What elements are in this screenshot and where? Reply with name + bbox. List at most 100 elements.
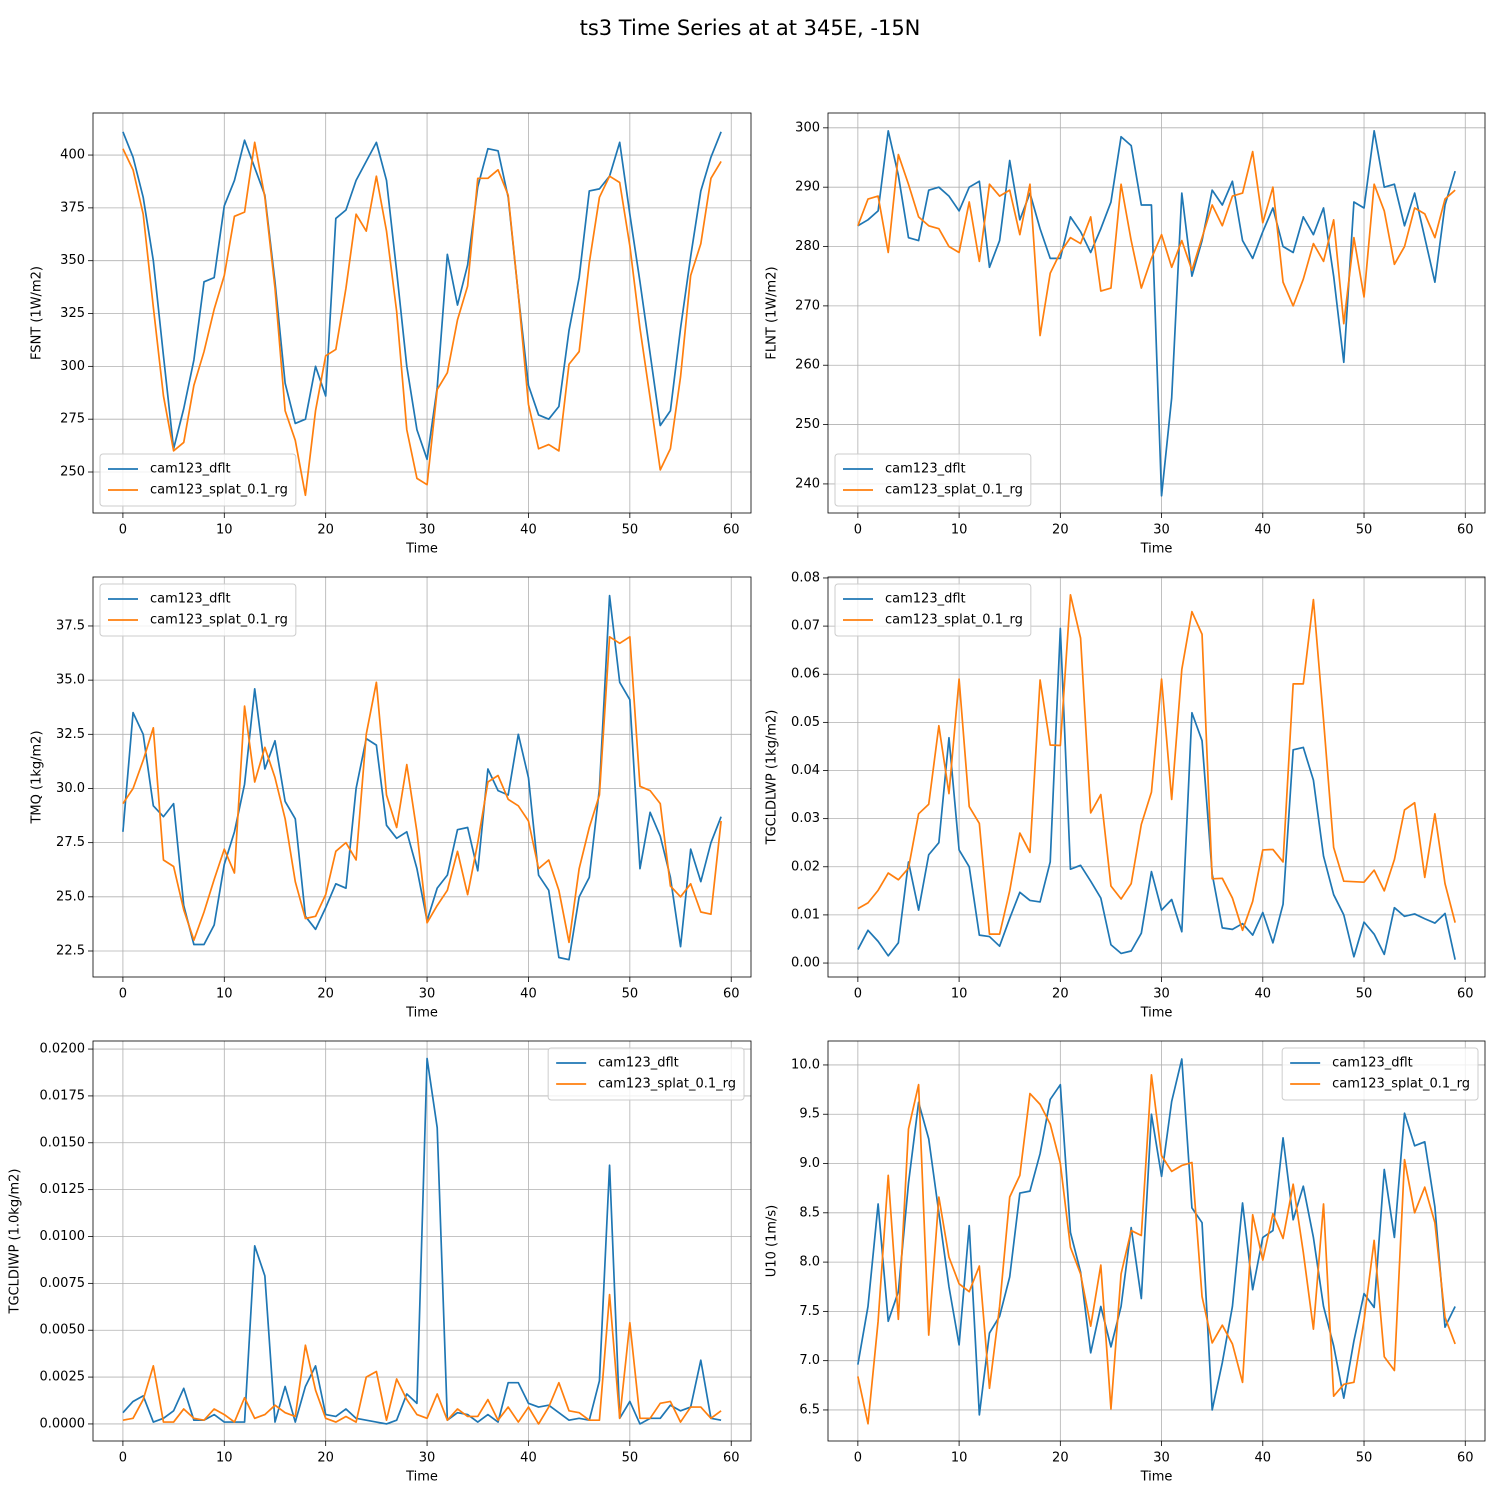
- x-axis-label: Time: [405, 1470, 438, 1485]
- y-tick-label: 280: [795, 239, 820, 254]
- y-tick-label: 375: [60, 200, 85, 215]
- y-tick-label: 25.0: [56, 889, 85, 904]
- legend: cam123_dflt cam123_splat_0.1_rg: [99, 583, 297, 637]
- legend-label: cam123_dflt: [150, 592, 231, 607]
- legend: cam123_dflt cam123_splat_0.1_rg: [547, 1047, 745, 1101]
- y-tick-label: 0.0075: [40, 1276, 86, 1291]
- y-tick-label: 35.0: [56, 673, 85, 688]
- legend-label: cam123_dflt: [885, 462, 966, 477]
- legend: cam123_dflt cam123_splat_0.1_rg: [1281, 1047, 1479, 1101]
- y-tick-label: 300: [795, 120, 820, 135]
- legend-label: cam123_splat_0.1_rg: [150, 613, 288, 628]
- y-axis-label: U10 (1m/s): [765, 1205, 780, 1277]
- data-line: [857, 129, 1456, 497]
- data-line: [857, 1058, 1456, 1416]
- x-tick-label: 30: [419, 987, 436, 1002]
- legend-box: [834, 453, 1032, 507]
- y-tick-label: 8.0: [799, 1255, 820, 1270]
- x-axis-label: Time: [1140, 542, 1173, 557]
- x-tick-label: 40: [520, 523, 537, 538]
- legend-box: [99, 583, 297, 637]
- x-tick-label: 30: [419, 1451, 436, 1466]
- y-tick-label: 325: [60, 306, 85, 321]
- x-tick-label: 0: [119, 987, 127, 1002]
- data-line: [122, 594, 722, 961]
- y-tick-label: 37.5: [56, 618, 85, 633]
- data-line: [122, 635, 722, 944]
- legend-label: cam123_dflt: [598, 1056, 679, 1071]
- legend-label: cam123_splat_0.1_rg: [1332, 1077, 1470, 1092]
- subplot: 0 10 20 30 40 50 60 0.0000 0.0025 0.0050 0.0075 0.0…: [8, 1040, 752, 1485]
- y-tick-label: 22.5: [56, 943, 85, 958]
- x-tick-label: 40: [1255, 523, 1272, 538]
- y-tick-label: 260: [795, 358, 820, 373]
- y-tick-label: 9.0: [799, 1156, 820, 1171]
- y-tick-label: 0.0000: [40, 1416, 86, 1431]
- axes-frame: [92, 112, 752, 514]
- y-tick-label: 6.5: [799, 1402, 820, 1417]
- data-line: [857, 593, 1456, 936]
- y-tick-label: 7.0: [799, 1353, 820, 1368]
- x-tick-label: 60: [1457, 1451, 1474, 1466]
- y-tick-label: 0.00: [791, 956, 820, 971]
- y-tick-label: 290: [795, 180, 820, 195]
- y-axis-label: TGCLDIWP (1.0kg/m2): [8, 1169, 23, 1315]
- x-tick-label: 40: [1255, 1451, 1272, 1466]
- y-tick-label: 27.5: [56, 835, 85, 850]
- x-axis-label: Time: [1140, 1006, 1173, 1021]
- x-axis-label: Time: [405, 1006, 438, 1021]
- x-tick-label: 50: [1356, 987, 1373, 1002]
- y-tick-label: 32.5: [56, 727, 85, 742]
- x-tick-label: 30: [1153, 523, 1170, 538]
- y-tick-label: 0.0125: [40, 1182, 86, 1197]
- x-tick-label: 0: [119, 523, 127, 538]
- y-axis-label: TMQ (1kg/m2): [30, 730, 45, 824]
- y-tick-label: 0.02: [791, 859, 820, 874]
- y-tick-label: 250: [60, 465, 85, 480]
- x-tick-label: 60: [723, 987, 740, 1002]
- data-line: [857, 1073, 1456, 1425]
- data-line: [122, 1057, 722, 1425]
- y-tick-label: 8.5: [799, 1205, 820, 1220]
- x-tick-label: 10: [951, 987, 968, 1002]
- x-axis-label: Time: [1140, 1470, 1173, 1485]
- data-line: [122, 141, 722, 497]
- x-tick-label: 50: [1356, 1451, 1373, 1466]
- y-tick-label: 7.5: [799, 1304, 820, 1319]
- y-tick-label: 0.07: [791, 619, 820, 634]
- y-tick-label: 10.0: [791, 1057, 820, 1072]
- y-axis-label: FLNT (1W/m2): [765, 266, 780, 359]
- y-tick-label: 0.03: [791, 811, 820, 826]
- x-tick-label: 0: [854, 987, 862, 1002]
- legend-label: cam123_dflt: [885, 592, 966, 607]
- subplot: 0 10 20 30 40 50 60 0.00 0.01 0.02 0.03 0.04 0.05 0.0…: [765, 570, 1486, 1021]
- x-tick-label: 40: [520, 1451, 537, 1466]
- y-tick-label: 250: [795, 417, 820, 432]
- x-tick-label: 20: [1052, 1451, 1069, 1466]
- axes-frame: [92, 576, 752, 978]
- x-tick-label: 10: [216, 1451, 233, 1466]
- x-axis-label: Time: [405, 542, 438, 557]
- y-tick-label: 300: [60, 359, 85, 374]
- y-tick-label: 30.0: [56, 781, 85, 796]
- x-tick-label: 50: [622, 1451, 639, 1466]
- y-axis-label: TGCLDLWP (1kg/m2): [765, 710, 780, 846]
- x-tick-label: 0: [854, 523, 862, 538]
- data-line: [857, 150, 1456, 337]
- y-tick-label: 0.01: [791, 907, 820, 922]
- y-tick-label: 275: [60, 412, 85, 427]
- legend-box: [1281, 1047, 1479, 1101]
- x-tick-label: 30: [1153, 987, 1170, 1002]
- subplot: 0 10 20 30 40 50 60 240 250 260 270 280 290 300 Time FL…: [765, 112, 1486, 557]
- axes-frame: [92, 1040, 752, 1442]
- axes-frame: [827, 112, 1486, 514]
- x-tick-label: 60: [1457, 987, 1474, 1002]
- y-tick-label: 400: [60, 148, 85, 163]
- legend-box: [834, 583, 1032, 637]
- legend-box: [547, 1047, 745, 1101]
- y-tick-label: 270: [795, 298, 820, 313]
- y-tick-label: 350: [60, 253, 85, 268]
- y-axis-label: FSNT (1W/m2): [30, 266, 45, 360]
- x-tick-label: 40: [1255, 987, 1272, 1002]
